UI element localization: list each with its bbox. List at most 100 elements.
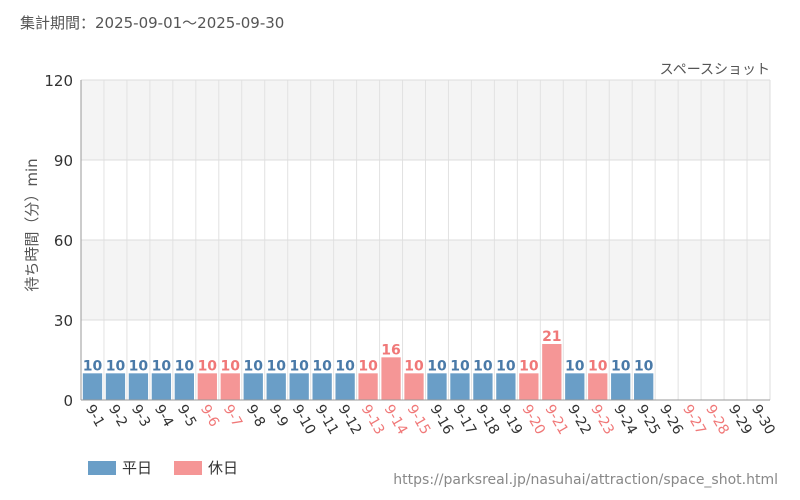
bar-value-label: 10 [634,358,654,374]
x-tick-label: 9-12 [335,402,365,438]
x-tick-label: 9-20 [518,402,548,438]
bar [128,373,149,400]
y-tick-labels: 0 30 60 90 120 [44,72,73,410]
bar-value-label: 10 [221,358,241,374]
x-tick-label: 9-2 [105,402,130,430]
bar [243,373,263,400]
bar-value-label: 10 [266,358,286,374]
x-tick-label: 9-11 [312,402,342,438]
bar-value-label: 21 [542,329,561,345]
y-tick-label: 60 [54,232,73,250]
bar-value-label: 10 [404,358,424,374]
bar [404,373,424,400]
bar-value-label: 10 [198,358,218,374]
bar-value-label: 10 [450,358,470,374]
bar [151,373,172,400]
x-tick-label: 9-6 [197,402,222,430]
bar-value-label: 10 [129,358,149,374]
y-tick-label: 0 [63,392,73,410]
bar [220,373,240,400]
x-tick-label: 9-22 [564,402,594,438]
x-tick-label: 9-21 [541,402,571,438]
bar [312,373,332,400]
legend: 平日 休日 [88,457,238,478]
bar [519,373,539,400]
x-tick-label: 9-28 [702,402,732,438]
x-tick-label: 9-4 [151,402,176,430]
bar [473,373,493,400]
y-tick-label: 30 [54,312,73,330]
bar [289,373,309,400]
bar-value-label: 10 [244,358,264,374]
source-url[interactable]: https://parksreal.jp/nasuhai/attraction/… [393,472,778,488]
legend-weekday-swatch [88,460,116,475]
bar-value-label: 10 [152,358,172,374]
x-tick-label: 9-14 [381,402,411,438]
x-tick-label: 9-8 [243,402,268,430]
x-tick-label: 9-3 [128,402,153,430]
legend-weekday-label: 平日 [122,459,153,477]
bar [450,373,470,400]
bar [381,357,401,400]
x-tick-label: 9-1 [82,402,107,430]
bar [174,373,194,400]
x-tick-label: 9-13 [358,402,388,438]
grid-lines [81,79,770,401]
bar [197,373,217,400]
bar [266,373,286,400]
legend-holiday-swatch [174,460,203,475]
bar-value-label: 10 [83,358,103,374]
x-tick-labels: 9-19-29-39-49-59-69-79-89-99-109-119-129… [82,402,778,438]
bar [82,373,103,400]
x-tick-label: 9-9 [266,402,291,430]
bar-value-label: 10 [358,358,378,374]
legend-holiday: 休日 [174,457,238,478]
x-tick-label: 9-10 [289,402,319,438]
x-tick-label: 9-15 [404,402,434,438]
bar-value-label: 16 [381,342,400,358]
bar-value-label: 10 [289,358,309,374]
bar [611,373,631,400]
bar [634,373,654,400]
legend-weekday: 平日 [88,457,152,478]
bar-value-label: 10 [106,358,126,374]
collection-period: 集計期間：2025-09-01～2025-09-30 [20,14,285,32]
bar [588,373,608,400]
bars [82,344,654,400]
x-tick-label: 9-24 [610,402,640,438]
x-tick-label: 9-17 [449,402,479,438]
x-tick-label: 9-18 [472,402,502,438]
x-tick-label: 9-29 [725,402,755,438]
bar [358,373,378,400]
bar-value-label: 10 [427,358,447,374]
x-tick-label: 9-5 [174,402,199,430]
bar-value-label: 10 [175,358,195,374]
x-tick-label: 9-19 [495,402,525,438]
bar-value-label: 10 [473,358,493,374]
x-tick-label: 9-23 [587,402,617,438]
bar [427,373,447,400]
bar [335,373,355,400]
bar-value-label: 10 [611,358,631,374]
bar [105,373,126,400]
bar-value-label: 10 [519,358,539,374]
bar [565,373,585,400]
x-tick-label: 9-25 [633,402,663,438]
x-tick-label: 9-30 [748,402,778,438]
chart-title: スペースショット [660,62,770,78]
axes [80,80,771,401]
bar-value-label: 10 [312,358,332,374]
legend-holiday-label: 休日 [208,459,239,477]
bar-value-label: 10 [565,358,585,374]
x-tick-label: 9-26 [656,402,686,438]
y-axis-label: 待ち時間（分）min [23,158,41,291]
bar-value-label: 10 [588,358,608,374]
bar [542,344,562,400]
bar [496,373,516,400]
bar-value-label: 10 [335,358,355,374]
x-tick-label: 9-16 [427,402,457,438]
y-tick-label: 120 [44,72,73,90]
bar-value-label: 10 [496,358,516,374]
